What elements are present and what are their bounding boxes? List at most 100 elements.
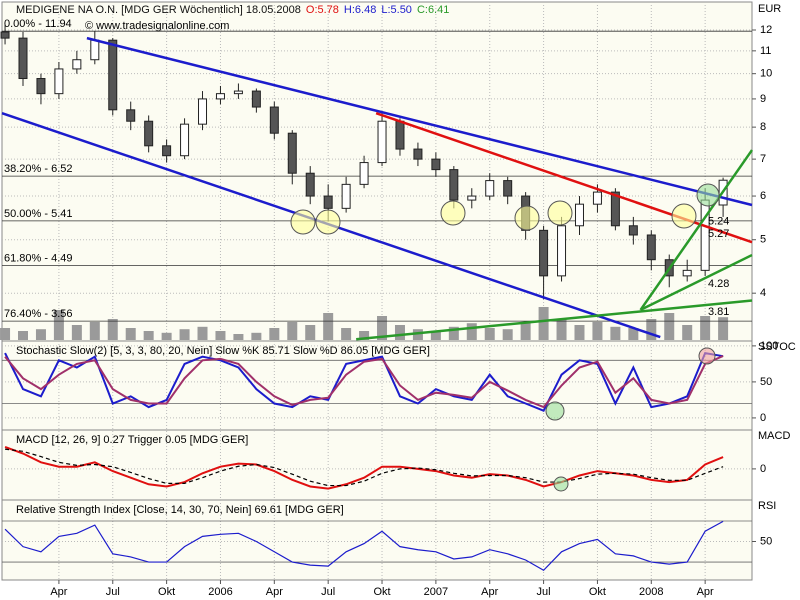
volume-bar [430,331,441,340]
candle-body [233,90,243,95]
volume-bar [394,325,405,340]
trendline [356,299,753,341]
candle-body [126,109,136,122]
candle-body [431,158,441,171]
candle-body [574,203,584,227]
series-line [4,445,724,490]
fib-label: 0.00% - 11.94 [4,18,72,30]
volume-bar [700,316,711,340]
volume-bar [107,319,118,340]
candle-body [36,78,46,95]
volume-bar [502,329,513,340]
y-tick-label: 4 [760,287,766,299]
y-tick-label: 11 [760,45,771,57]
fib-label: 38.20% - 6.52 [4,163,73,175]
y-tick-label: 8 [760,121,766,133]
highlight [698,347,716,365]
volume-bar [664,313,675,340]
volume-bar [341,328,352,340]
candle-body [54,68,64,95]
y-tick-label: 100 [760,340,778,352]
series-line [4,520,724,572]
panel-title: Relative Strength Index [Close, 14, 30, … [16,504,344,516]
candle-body [485,180,495,197]
volume-bar [197,326,208,340]
header-high: H:6.48 [344,4,376,16]
header-low: L:5.50 [381,4,412,16]
x-tick-label: Jul [537,586,551,598]
volume-bar [610,326,621,340]
candle-body [449,169,459,201]
candle-body [557,225,567,277]
x-tick-label: Apr [697,586,714,598]
volume-bar [305,325,316,340]
candle-body [90,39,100,61]
annotation-label: 5.24 [708,215,729,227]
volume-bar [538,307,549,340]
volume-bar [71,325,82,340]
volume-bar [215,331,226,340]
trendline [86,36,753,207]
trendline [639,149,754,311]
volume-bar [359,331,370,340]
fib-label: 76.40% - 3.56 [4,308,73,320]
volume-bar [646,319,657,340]
candle-body [413,148,423,160]
annotation-label: 3.81 [708,306,729,318]
highlight [671,203,697,229]
y-tick-label: 50 [760,535,772,547]
candle-body [628,225,638,236]
panel-title: Stochastic Slow(2) [5, 3, 3, 80, 20, Nei… [16,345,430,357]
volume-bar [466,323,477,340]
header-title: MEDIGENE NA O.N. [MDG GER Wöchentlich] 1… [16,4,301,16]
annotation-label: 5.27 [708,228,729,240]
y-tick-label: 9 [760,93,766,105]
candle-body [72,59,82,70]
candle-body [377,120,387,164]
candle-body [305,172,315,197]
highlight [514,205,540,231]
axis-label: RSI [758,500,776,512]
volume-bar [556,319,567,340]
volume-bar [179,329,190,340]
candle-body [539,229,549,277]
highlight [545,401,565,421]
x-tick-label: Okt [589,586,606,598]
candle-body [108,39,118,111]
x-tick-label: 2007 [424,586,448,598]
candle-body [198,98,208,125]
highlight [553,476,569,492]
volume-bar [161,332,172,340]
volume-bar [251,332,262,340]
candle-body [0,31,10,39]
candle-body [287,132,297,174]
series-line [4,448,724,487]
volume-bar [0,328,11,340]
candle-body [610,191,620,227]
x-tick-label: Apr [481,586,498,598]
series-line [4,351,724,412]
x-tick-label: 2006 [208,586,232,598]
x-tick-label: Apr [266,586,283,598]
volume-bar [412,329,423,340]
volume-bar [484,328,495,340]
y-tick-label: 10 [760,68,772,80]
candle-body [215,93,225,100]
series-line [4,355,724,409]
y-tick-label: 0 [760,463,766,475]
watermark: © www.tradesignalonline.com [85,20,229,32]
candle-body [395,120,405,150]
volume-bar [682,325,693,340]
annotation-label: 4.28 [708,278,729,290]
axis-label: SSTOC [758,341,796,353]
candle-body [503,180,513,197]
plot-area [1,1,753,581]
highlight [547,200,573,226]
x-tick-label: 2008 [639,586,663,598]
volume-bar [269,328,280,340]
x-tick-label: Apr [50,586,67,598]
candle-body [341,183,351,209]
candle-body [144,120,154,147]
candle-body [180,123,190,157]
